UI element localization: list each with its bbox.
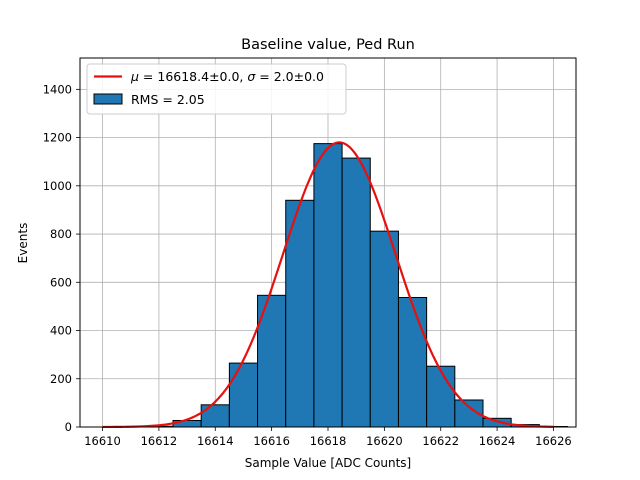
histogram-bars	[116, 143, 569, 428]
y-tick-label: 600	[50, 275, 72, 289]
legend-sigma-value: = 2.0±0.0	[255, 69, 324, 84]
legend-hist-swatch	[93, 93, 123, 105]
y-tick-label: 1000	[43, 179, 72, 193]
legend: μ = 16618.4±0.0, σ = 2.0±0.0 RMS = 2.05	[86, 63, 347, 115]
histogram-bar	[369, 230, 399, 428]
legend-fit-label: μ = 16618.4±0.0, σ = 2.0±0.0	[130, 69, 324, 84]
legend-box	[86, 63, 347, 115]
histogram-bar	[228, 362, 259, 428]
histogram-bar	[341, 157, 371, 428]
y-tick-label: 800	[50, 227, 72, 241]
histogram-bar	[397, 296, 428, 428]
y-tick-label: 400	[50, 324, 72, 338]
legend-mu-value: = 16618.4±0.0,	[139, 69, 247, 84]
gaussian-fit-curve	[102, 141, 554, 429]
x-tick-label: 16626	[535, 434, 572, 448]
x-tick-label: 16610	[84, 434, 121, 448]
y-tick-label: 1200	[43, 131, 72, 145]
y-tick-label: 200	[50, 372, 72, 386]
y-tick-label: 1400	[43, 82, 72, 96]
x-tick-label: 16622	[422, 434, 459, 448]
x-tick-label: 16612	[141, 434, 178, 448]
x-tick-label: 16624	[479, 434, 516, 448]
legend-hist-label: RMS = 2.05	[131, 92, 205, 107]
x-tick-label: 16614	[197, 434, 234, 448]
y-axis-label: Events	[16, 223, 30, 264]
histogram-bar	[200, 404, 230, 428]
x-tick-label: 16620	[366, 434, 403, 448]
x-tick-label: 16618	[310, 434, 347, 448]
histogram-bar	[426, 365, 456, 428]
x-tick-label: 16616	[253, 434, 290, 448]
histogram-bar	[313, 143, 343, 428]
axis-ticks: 16610 16612 16614 16616 16618 16620 16622 16624…	[43, 82, 572, 448]
x-axis-label: Sample Value [ADC Counts]	[245, 456, 411, 470]
y-tick-label: 0	[65, 420, 72, 434]
legend-mu-symbol: μ	[130, 69, 139, 84]
chart-title: Baseline value, Ped Run	[241, 37, 415, 53]
legend-sigma-symbol: σ	[247, 69, 256, 84]
